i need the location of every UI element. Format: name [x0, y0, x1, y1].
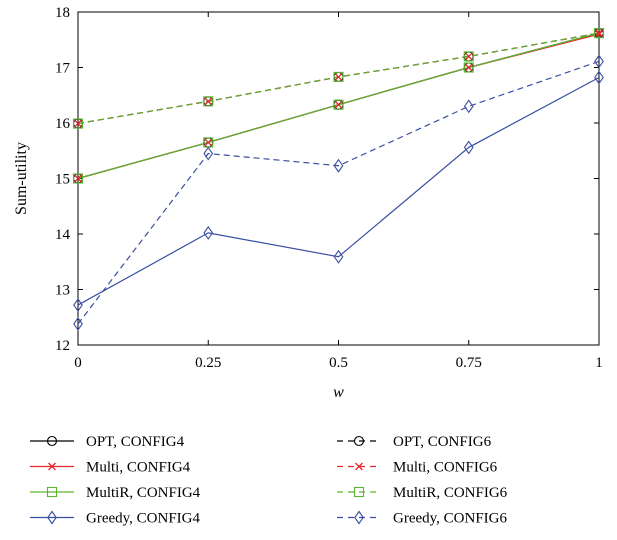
legend-item: OPT, CONFIG4: [30, 434, 185, 450]
plot-frame: [77, 11, 600, 346]
series-line-6: [77, 32, 600, 125]
legend-item: MultiR, CONFIG4: [30, 485, 201, 501]
legend-label: Multi, CONFIG6: [393, 460, 498, 476]
y-axis-label: Sum-utility: [13, 142, 30, 215]
y-tick-label: 16: [55, 116, 71, 132]
series-7-point: [203, 146, 214, 161]
legend-item: MultiR, CONFIG6: [337, 485, 508, 501]
series-3-point: [333, 249, 344, 264]
legend-item: OPT, CONFIG6: [337, 434, 492, 450]
y-tick-label: 15: [55, 172, 70, 188]
y-tick-label: 17: [55, 61, 71, 77]
series-line-3: [77, 76, 600, 306]
series-7-point: [463, 99, 474, 114]
legend-item: Greedy, CONFIG4: [30, 511, 201, 527]
series-5-point: [595, 29, 603, 38]
legend-marker: [353, 435, 365, 447]
legend-marker: [47, 510, 57, 525]
series-1-point: [74, 174, 82, 183]
series-2-point: [72, 173, 84, 184]
series-7-point: [594, 54, 604, 69]
legend-marker: [353, 486, 365, 498]
series-3-point: [203, 225, 214, 240]
series-3-point: [463, 140, 474, 155]
series-6-point: [72, 118, 84, 129]
y-tick-label: 18: [55, 5, 70, 21]
series-5-point: [334, 72, 343, 81]
y-tick-label: 13: [55, 283, 70, 299]
series-6-point: [203, 96, 214, 107]
series-3-point: [594, 70, 604, 85]
series-5-point: [204, 97, 213, 106]
series-7-point: [73, 316, 83, 331]
legend-label: MultiR, CONFIG6: [393, 485, 508, 501]
legend-item: Multi, CONFIG6: [337, 460, 498, 476]
series-6-point: [333, 71, 344, 82]
series-5-point: [464, 52, 473, 61]
legend-marker: [46, 486, 58, 498]
legend-marker: [355, 462, 363, 471]
legend-label: OPT, CONFIG4: [86, 434, 185, 450]
legend-item: Greedy, CONFIG6: [337, 511, 508, 527]
legend-label: MultiR, CONFIG4: [86, 485, 201, 501]
legend-item: Multi, CONFIG4: [30, 460, 191, 476]
x-axis-label: w: [333, 384, 344, 401]
series-7-point: [333, 158, 344, 173]
legend-label: OPT, CONFIG6: [393, 434, 492, 450]
x-tick-label: 0: [74, 355, 82, 371]
x-tick-label: 0.5: [329, 355, 348, 371]
x-tick-label: 0.75: [456, 355, 482, 371]
series-6-point: [463, 51, 474, 62]
legend: OPT, CONFIG4 Multi, CONFIG4 MultiR, CONFIG…: [30, 434, 508, 527]
series-3-point: [73, 298, 83, 312]
legend-marker: [354, 510, 364, 525]
legend-label: Multi, CONFIG4: [86, 460, 191, 476]
series-1-point: [464, 63, 473, 72]
y-tick-label: 12: [55, 338, 70, 354]
series-line-2: [77, 32, 600, 180]
series-1-point: [204, 138, 213, 147]
legend-marker: [46, 435, 58, 447]
series-line-4: [77, 32, 600, 125]
x-tick-label: 1: [595, 355, 603, 371]
series-6-point: [593, 28, 605, 39]
legend-label: Greedy, CONFIG4: [86, 511, 201, 527]
series-2-point: [333, 99, 344, 110]
y-tick-label: 14: [55, 227, 71, 243]
legend-label: Greedy, CONFIG6: [393, 511, 508, 527]
series-1-point: [334, 100, 343, 109]
x-tick-label: 0.25: [195, 355, 221, 371]
legend-marker: [48, 462, 56, 471]
series-5-point: [74, 119, 82, 128]
series-2-point: [463, 62, 474, 73]
series-line-5: [77, 32, 600, 125]
series-line-7: [77, 60, 600, 325]
